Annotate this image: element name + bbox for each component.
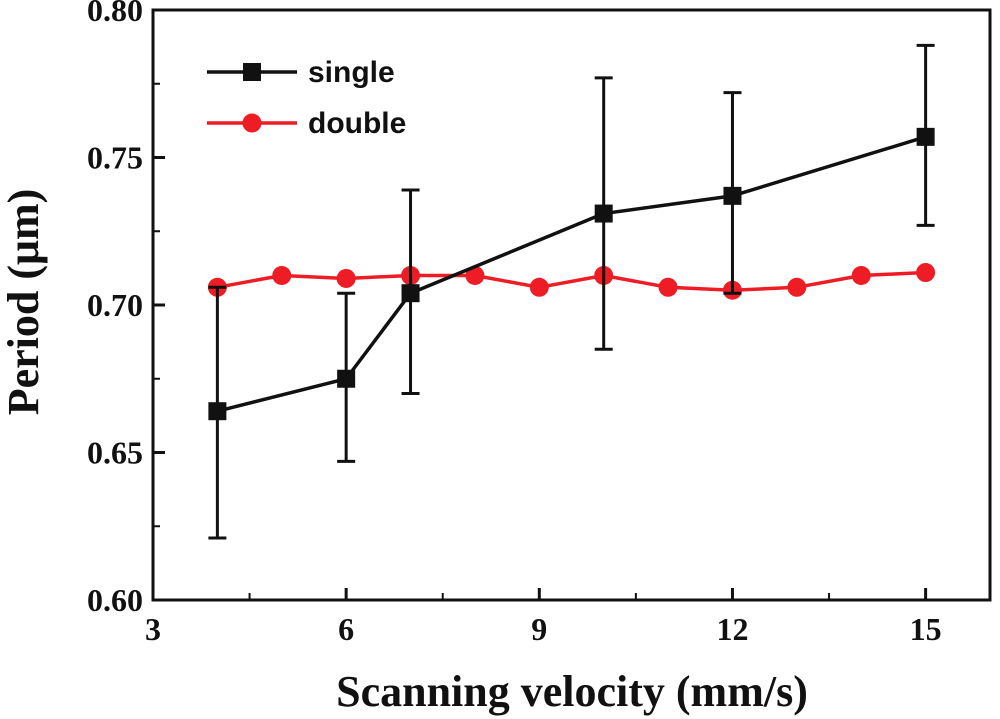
legend-double-marker: [242, 113, 262, 133]
double-point: [787, 277, 807, 297]
double-point: [272, 266, 292, 285]
x-tick-label: 9: [531, 611, 547, 647]
plot-frame: [151, 8, 992, 602]
series-double: [207, 263, 936, 300]
double-line: [217, 270, 926, 292]
x-tick-label: 6: [338, 611, 354, 647]
x-tick-label: 12: [716, 611, 748, 647]
y-tick-label: 0.60: [87, 582, 143, 618]
double-point: [529, 277, 549, 297]
single-point: [916, 127, 935, 146]
y-tick-label: 0.80: [87, 0, 143, 28]
double-point: [851, 266, 871, 285]
legend-single-marker: [243, 63, 261, 81]
y-axis-title: Period (μm): [0, 189, 48, 416]
y-tick-label: 0.65: [87, 435, 143, 471]
legend-single-label: single: [308, 56, 395, 89]
single-point: [401, 284, 420, 303]
x-axis: 3 6 9 12 15: [145, 588, 942, 647]
x-tick-label: 15: [910, 611, 942, 647]
x-tick-label: 3: [145, 611, 161, 647]
double-point: [465, 266, 485, 285]
y-tick-label: 0.70: [87, 287, 143, 323]
single-point: [337, 369, 356, 388]
double-point: [336, 268, 356, 288]
double-point: [916, 263, 936, 283]
single-point: [208, 402, 227, 421]
series-single: [208, 43, 935, 540]
double-point: [658, 277, 678, 297]
plot-border: [151, 8, 992, 602]
x-axis-title: Scanning velocity (mm/s): [336, 667, 808, 716]
y-tick-label: 0.75: [87, 140, 143, 176]
single-point: [723, 186, 742, 205]
y-axis: 0.60 0.65 0.70 0.75 0.80: [87, 0, 165, 618]
single-point: [594, 204, 613, 223]
single-line: [216, 135, 927, 413]
legend-double-label: double: [308, 107, 406, 140]
legend: single double: [207, 56, 406, 140]
